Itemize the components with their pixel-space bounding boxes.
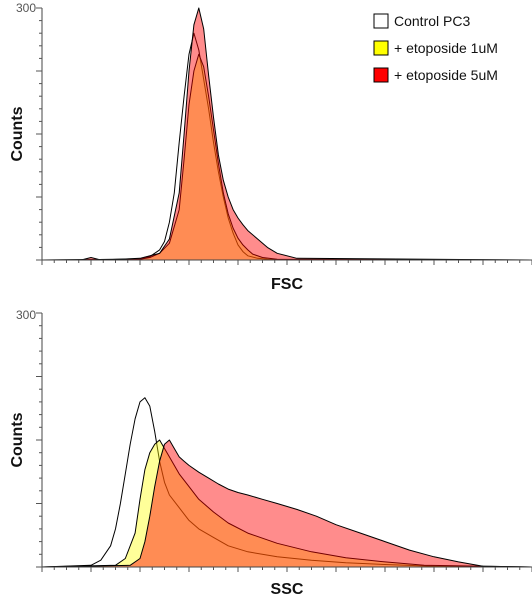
legend-label-etoposide-5um: + etoposide 5uM [394,67,498,83]
ssc-histogram-etoposide-1um [41,439,532,568]
legend-swatch-etoposide-1um [373,40,389,56]
ssc-x-ticks [41,567,532,572]
ssc-y-ticks [36,312,42,568]
legend-label-control: Control PC3 [394,13,470,29]
legend-label-etoposide-1um: + etoposide 1uM [394,40,498,56]
fsc-series-group [41,7,532,261]
fsc-y-ticks [36,7,42,261]
fsc-y-axis-title: Counts [9,106,26,161]
ssc-series-group [41,397,532,568]
ssc-y-max-label: 300 [16,308,36,322]
legend-swatch-control [373,13,389,29]
legend: Control PC3 + etoposide 1uM + etoposide … [373,13,498,83]
fsc-panel: 300 Counts FSC [9,1,532,293]
ssc-x-axis-title: SSC [271,581,304,598]
fsc-histogram-control [41,32,532,261]
ssc-panel: 300 Counts SSC [9,308,532,598]
fsc-histogram-etoposide-5um [41,7,532,261]
ssc-histogram-etoposide-5um [41,439,532,568]
legend-swatch-etoposide-5um [373,67,389,83]
ssc-y-axis-title: Counts [9,412,26,467]
fsc-y-max-label: 300 [16,1,36,15]
fsc-histogram-etoposide-1um [41,53,532,261]
fsc-x-axis-title: FSC [271,276,303,293]
fsc-x-ticks [41,260,532,265]
ssc-histogram-control [41,397,532,568]
